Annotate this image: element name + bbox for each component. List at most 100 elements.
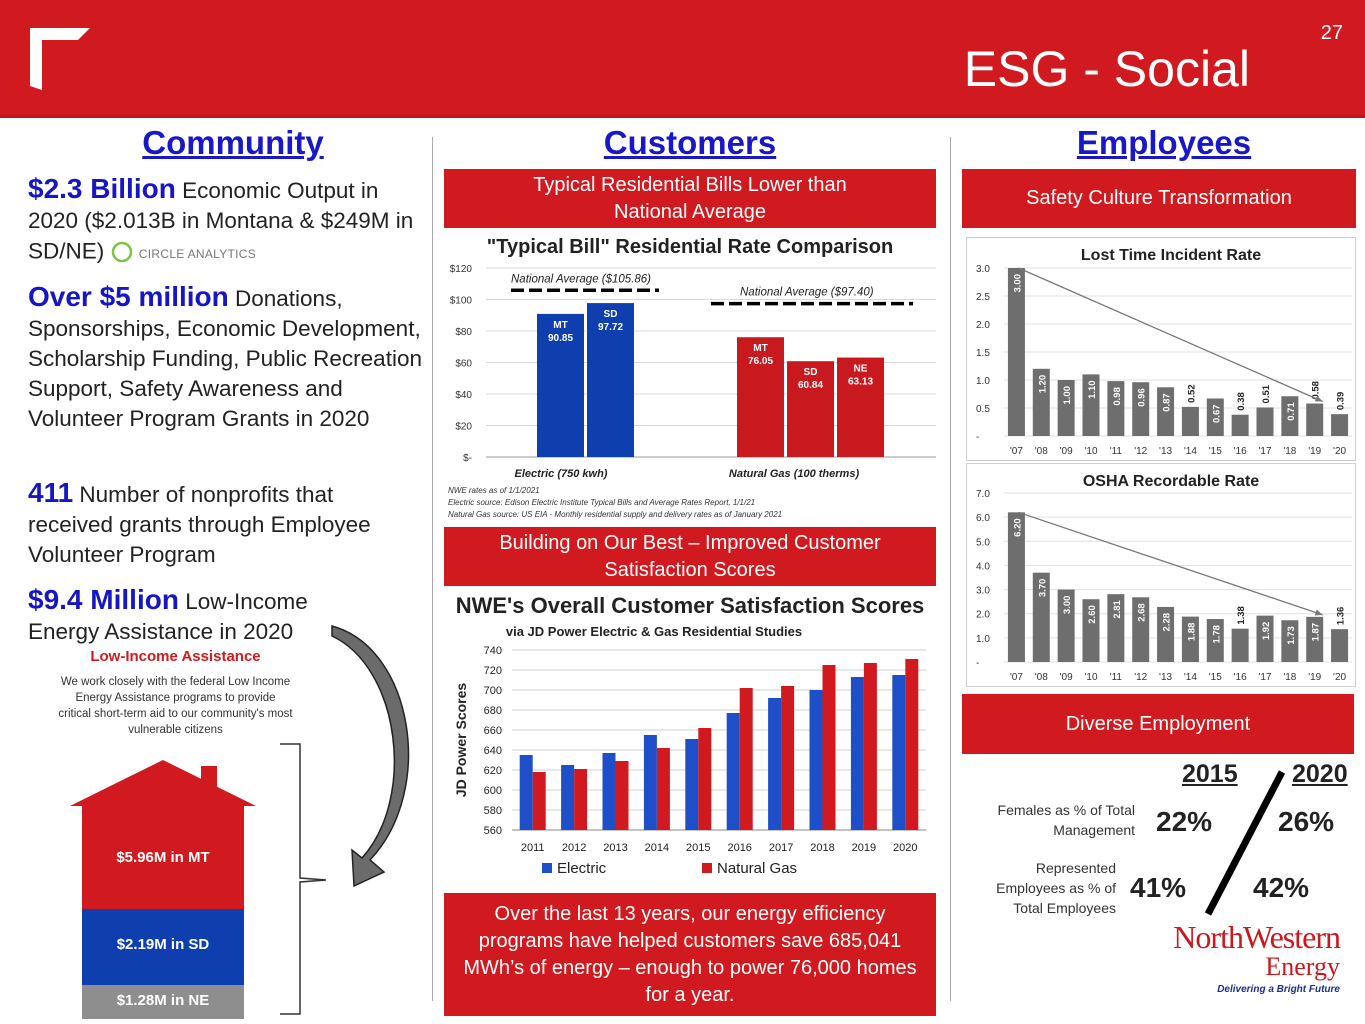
bar (1231, 628, 1249, 662)
bar (1007, 512, 1025, 662)
bar (1331, 629, 1349, 662)
community-item-highlight: Over $5 million (28, 281, 229, 312)
x-tick-label: '09 (1060, 672, 1073, 683)
x-tick-label: '19 (1308, 672, 1321, 683)
house-label-sd: $2.19M in SD (116, 936, 210, 953)
bar-value-label: 97.72 (598, 322, 623, 333)
osha-recordable-chart: OSHA Recordable Rate - 1.0 2.0 3.0 4.0 5.0 6.0 7… (966, 463, 1356, 687)
diverse-slash-icon (1204, 770, 1286, 916)
banner-text: Safety Culture Transformation (1026, 187, 1292, 209)
y-tick-label: 640 (484, 745, 502, 757)
banner-text: Typical Residential Bills Lower than Nat… (533, 173, 847, 223)
x-tick-label: '08 (1035, 672, 1048, 683)
y-tick-label: 1.5 (976, 348, 990, 359)
bar-value-label: 0.58 (1311, 381, 1322, 400)
legend-label: Electric (557, 860, 607, 877)
bar-label: MT (753, 343, 767, 354)
x-tick-label: '20 (1333, 672, 1346, 683)
bar-value-label: 1.73 (1286, 626, 1297, 645)
bar (850, 677, 864, 830)
bar (1256, 407, 1274, 436)
bar-value-label: 0.98 (1112, 387, 1123, 406)
bar-value-label: 1.20 (1037, 375, 1048, 394)
x-tick-label: 2013 (603, 842, 627, 854)
bar (1206, 398, 1224, 436)
bar (787, 361, 834, 457)
house-segment-mt: $5.96M in MT (82, 805, 244, 909)
bar (537, 313, 584, 457)
page-number: 27 (1320, 22, 1343, 44)
y-tick-label: $80 (455, 327, 472, 338)
bar (1231, 414, 1249, 436)
community-item: $9.4 Million Low-Income Energy Assistanc… (28, 585, 328, 647)
y-tick-label: $100 (450, 296, 473, 307)
trend-line (1018, 511, 1323, 616)
satisfaction-chart-title: NWE's Overall Customer Satisfaction Scor… (455, 593, 925, 618)
bar-value-label: 0.67 (1211, 404, 1222, 423)
x-tick-label: '14 (1184, 446, 1197, 457)
y-tick-label: $120 (450, 264, 473, 275)
y-tick-label: 6.0 (976, 513, 990, 524)
y-tick-label: 600 (484, 785, 502, 797)
bar (643, 735, 657, 830)
y-tick-label: 5.0 (976, 537, 990, 548)
y-tick-label: - (976, 658, 979, 669)
brace-icon (280, 743, 327, 1015)
bar (1082, 374, 1100, 436)
x-tick-label: '12 (1134, 672, 1147, 683)
bar-value-label: 0.96 (1137, 388, 1148, 407)
bar-value-label: 60.84 (798, 380, 823, 391)
bar (532, 772, 546, 830)
bar-value-label: 1.36 (1336, 607, 1347, 626)
bar-value-label: 0.87 (1162, 393, 1173, 412)
x-tick-label: 2015 (686, 842, 710, 854)
employees-title: Employees (1076, 124, 1252, 161)
bar-label: SD (804, 367, 818, 378)
community-item-highlight: $9.4 Million (28, 584, 179, 615)
diverse-row1-label: Females as % of Total Management (997, 802, 1135, 838)
x-tick-label: '12 (1134, 446, 1147, 457)
page-title: ESG - Social (963, 41, 1250, 97)
bar (892, 675, 906, 830)
trend-arrowhead (1314, 609, 1323, 616)
satisfaction-chart-subtitle: via JD Power Electric & Gas Residential … (505, 624, 803, 639)
house-roof-icon (70, 760, 256, 806)
bar (587, 303, 634, 457)
diverse-year-2015: 2015 (1182, 760, 1238, 788)
customers-banner-bills: Typical Residential Bills Lower than Nat… (444, 169, 936, 228)
y-tick-label: $60 (455, 359, 472, 370)
curved-arrow-icon (331, 625, 410, 888)
y-tick-label: 560 (484, 825, 502, 837)
y-tick-label: 700 (484, 685, 502, 697)
bar (809, 690, 823, 830)
chart-title: Lost Time Incident Rate (1081, 247, 1261, 264)
bar (1181, 616, 1199, 662)
y-tick-label: 720 (484, 665, 502, 677)
house-label-mt: $5.96M in MT (116, 849, 210, 866)
bar-label: MT (553, 320, 567, 331)
bar (615, 761, 629, 830)
bar (905, 659, 919, 830)
diverse-row1-2020: 26% (1278, 806, 1335, 837)
y-tick-label: 2.0 (976, 610, 990, 621)
bar-value-label: 3.00 (1012, 274, 1023, 293)
rate-chart-notes: NWE rates as of 1/1/2021 Electric source… (448, 485, 928, 521)
x-tick-label: '18 (1283, 672, 1296, 683)
employees-banner-safety: Safety Culture Transformation (962, 169, 1356, 228)
x-tick-label: 2012 (562, 842, 586, 854)
bar (1107, 381, 1125, 436)
bar-value-label: 3.70 (1037, 579, 1048, 597)
x-tick-label: '14 (1184, 672, 1197, 683)
community-item-text: Low-Income Energy Assistance in 2020 (28, 589, 308, 644)
legend-swatch (542, 863, 552, 873)
diverse-year-2020: 2020 (1292, 760, 1348, 788)
bar-value-label: 0.51 (1261, 384, 1272, 403)
y-axis-label: JD Power Scores (453, 683, 469, 798)
bar (519, 755, 533, 830)
bar (1306, 616, 1324, 662)
logo-name: NorthWestern (1173, 919, 1341, 955)
x-tick-label: '09 (1060, 446, 1073, 457)
chart-title: OSHA Recordable Rate (1083, 473, 1259, 490)
x-tick-label: '16 (1234, 446, 1247, 457)
